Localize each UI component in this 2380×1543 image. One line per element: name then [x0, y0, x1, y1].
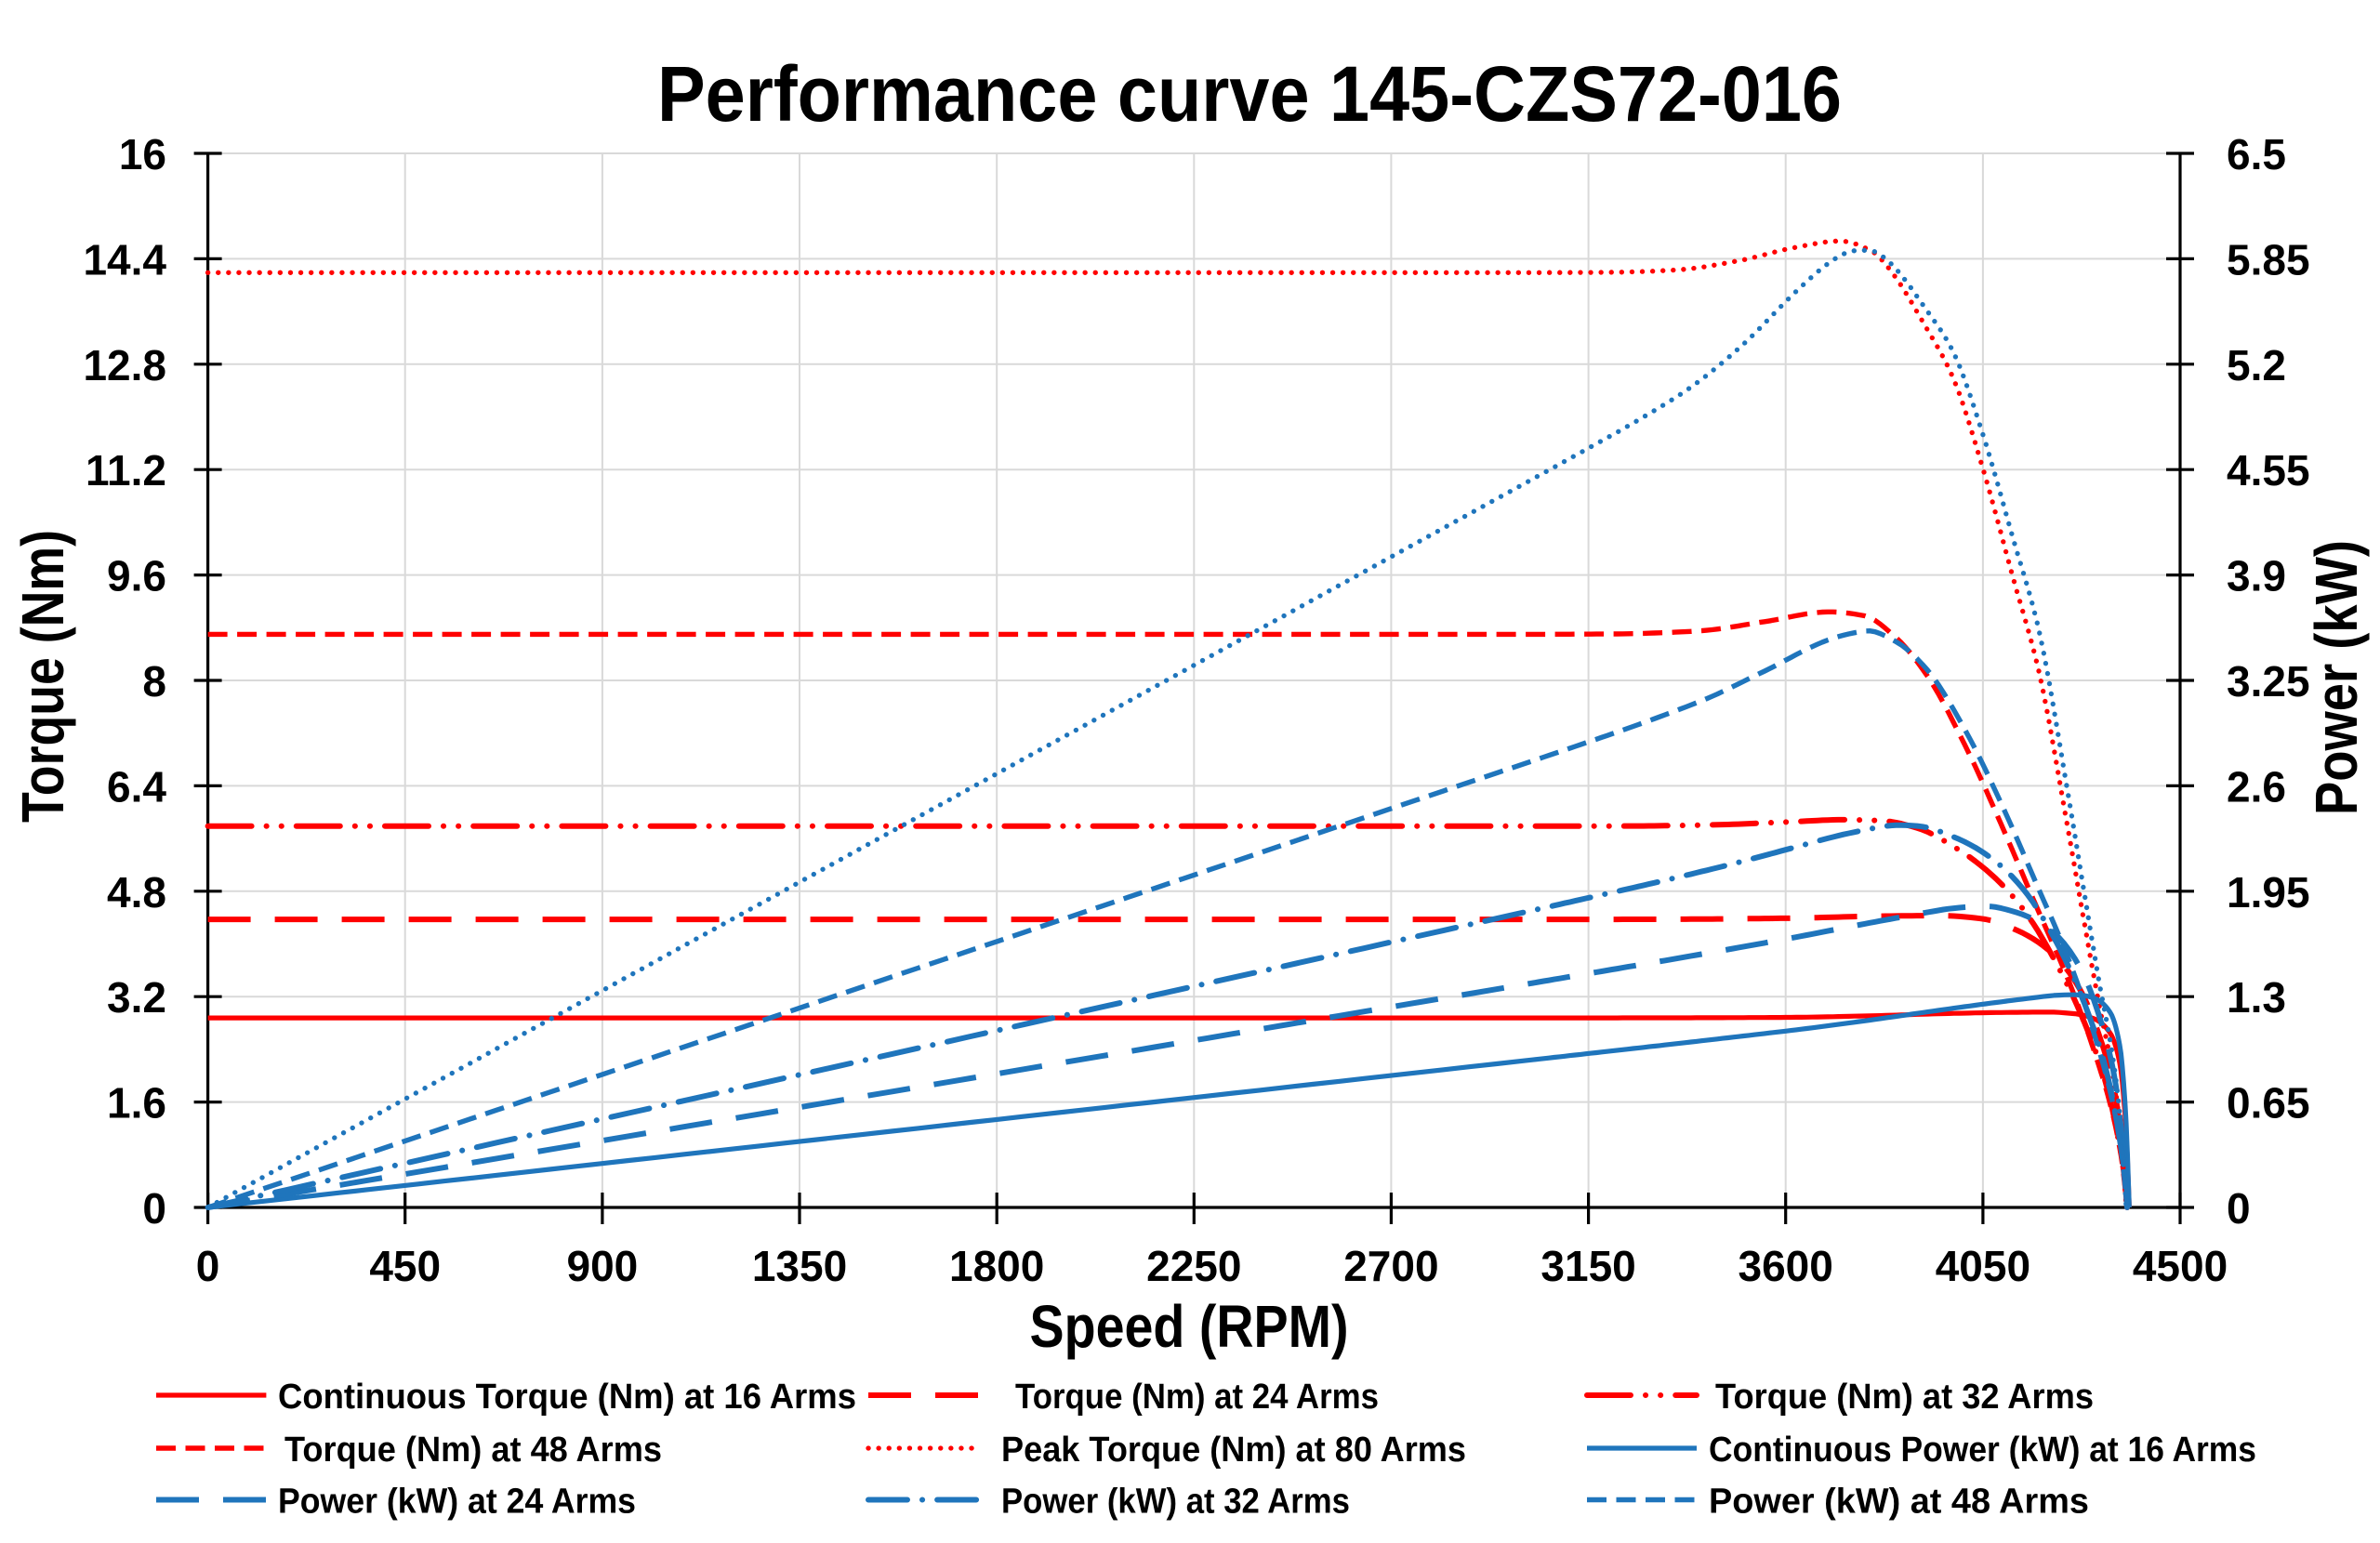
svg-text:Torque (Nm) at 32 Arms: Torque (Nm) at 32 Arms	[1715, 1378, 2094, 1417]
svg-text:Power (kW) at 32 Arms: Power (kW) at 32 Arms	[1001, 1483, 1350, 1522]
svg-text:6.4: 6.4	[107, 762, 166, 811]
svg-text:Performance curve 145-CZS72-01: Performance curve 145-CZS72-016	[657, 50, 1842, 138]
svg-text:0: 0	[196, 1242, 220, 1290]
svg-text:5.85: 5.85	[2227, 235, 2310, 284]
svg-text:3600: 3600	[1739, 1242, 1833, 1290]
svg-text:1.3: 1.3	[2227, 973, 2286, 1022]
svg-text:12.8: 12.8	[83, 341, 166, 389]
svg-text:2700: 2700	[1343, 1242, 1438, 1290]
svg-text:Continuous Power (kW) at 16 Ar: Continuous Power (kW) at 16 Arms	[1709, 1431, 2256, 1470]
svg-text:3150: 3150	[1540, 1242, 1635, 1290]
svg-text:Torque (Nm) at 48 Arms: Torque (Nm) at 48 Arms	[284, 1431, 662, 1470]
svg-text:2.6: 2.6	[2227, 762, 2286, 811]
svg-text:3.9: 3.9	[2227, 552, 2286, 600]
svg-text:3.25: 3.25	[2227, 657, 2310, 706]
svg-text:9.6: 9.6	[107, 552, 166, 600]
svg-text:1350: 1350	[752, 1242, 847, 1290]
svg-text:16: 16	[119, 130, 166, 178]
svg-text:0.65: 0.65	[2227, 1079, 2310, 1128]
svg-text:1.95: 1.95	[2227, 868, 2310, 917]
svg-text:5.2: 5.2	[2227, 341, 2286, 389]
svg-text:Torque (Nm) at 24 Arms: Torque (Nm) at 24 Arms	[1015, 1378, 1379, 1417]
svg-text:8: 8	[142, 657, 166, 706]
svg-text:Continuous Torque (Nm) at 16 A: Continuous Torque (Nm) at 16 Arms	[278, 1378, 856, 1417]
svg-text:900: 900	[567, 1242, 639, 1290]
svg-text:4500: 4500	[2133, 1242, 2228, 1290]
svg-text:6.5: 6.5	[2227, 130, 2286, 178]
svg-text:2250: 2250	[1146, 1242, 1241, 1290]
svg-text:4050: 4050	[1936, 1242, 2030, 1290]
svg-text:Power (kW) at 24 Arms: Power (kW) at 24 Arms	[278, 1483, 636, 1522]
svg-text:0: 0	[142, 1184, 166, 1233]
svg-text:1800: 1800	[949, 1242, 1044, 1290]
svg-text:4.8: 4.8	[107, 868, 166, 917]
svg-text:Power (kW) at 48 Arms: Power (kW) at 48 Arms	[1709, 1483, 2089, 1522]
svg-text:Peak Torque (Nm) at 80 Arms: Peak Torque (Nm) at 80 Arms	[1001, 1431, 1466, 1470]
svg-text:0: 0	[2227, 1184, 2251, 1233]
svg-text:4.55: 4.55	[2227, 446, 2310, 495]
svg-text:Power (kW): Power (kW)	[2303, 540, 2370, 815]
svg-text:Speed (RPM): Speed (RPM)	[1030, 1293, 1349, 1360]
svg-text:11.2: 11.2	[86, 446, 166, 495]
svg-text:14.4: 14.4	[83, 235, 166, 284]
svg-text:Torque (Nm): Torque (Nm)	[9, 530, 76, 823]
svg-text:450: 450	[369, 1242, 441, 1290]
svg-text:3.2: 3.2	[107, 973, 166, 1022]
svg-text:1.6: 1.6	[107, 1079, 166, 1128]
